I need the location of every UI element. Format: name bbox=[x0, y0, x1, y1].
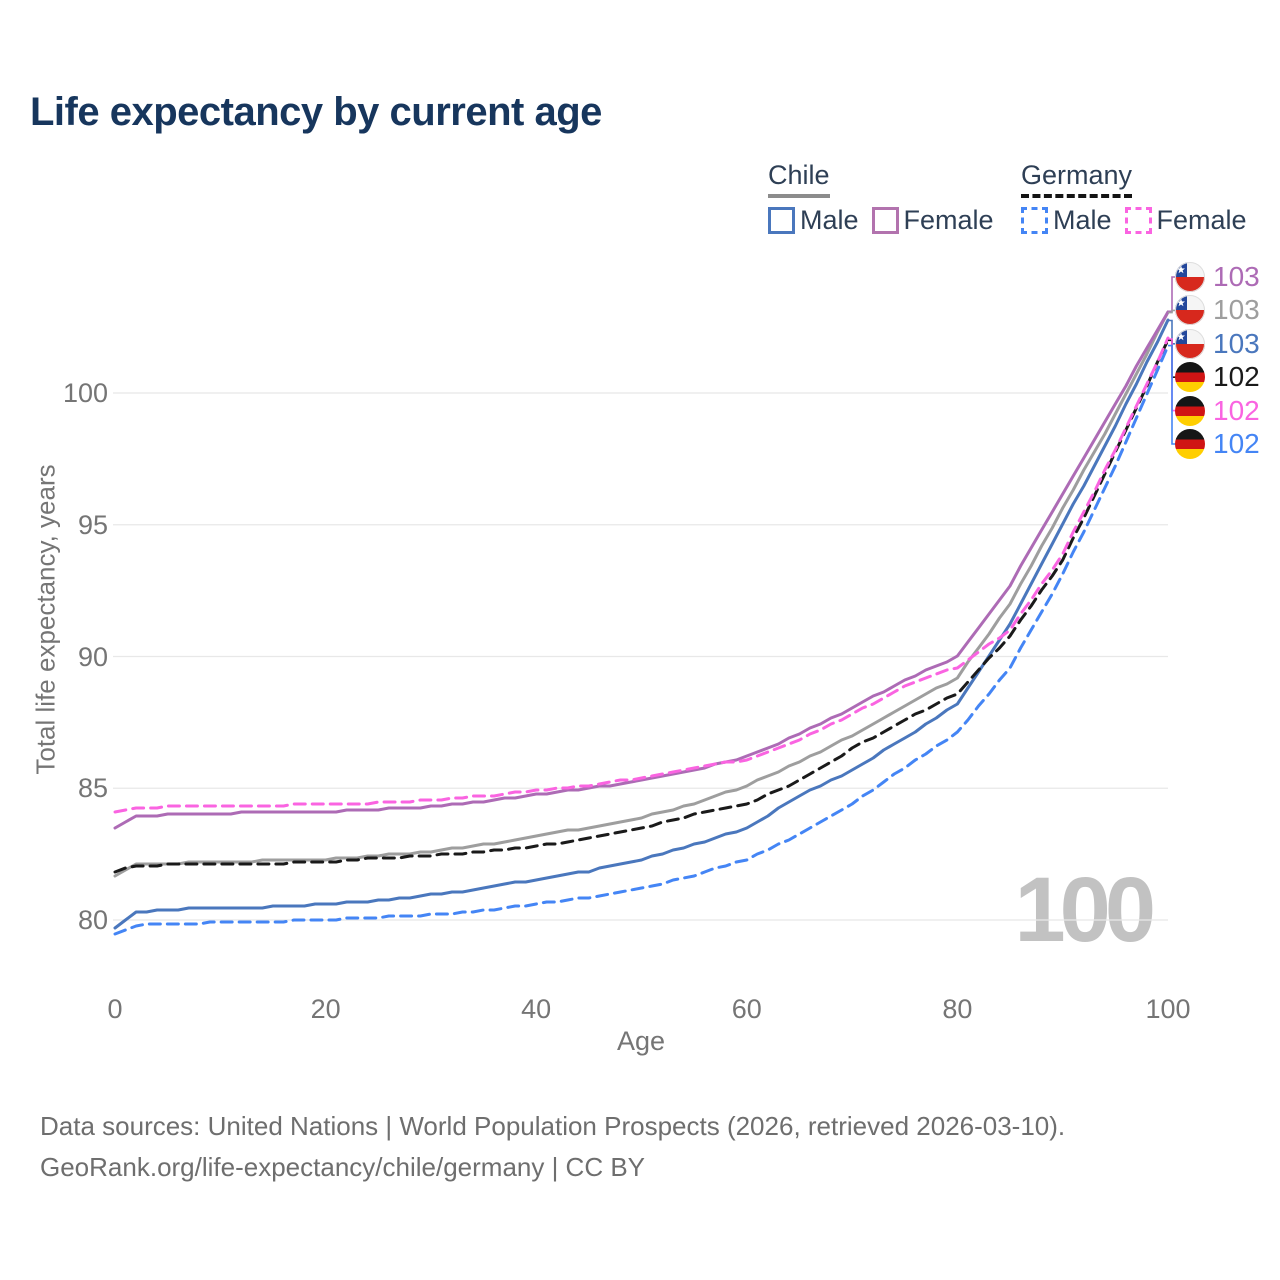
x-tick-label: 60 bbox=[731, 994, 762, 1024]
chile-male-swatch-icon bbox=[768, 207, 795, 234]
y-tick-label: 100 bbox=[62, 378, 108, 408]
x-tick-label: 40 bbox=[521, 994, 552, 1024]
germany-male-swatch-icon bbox=[1021, 207, 1048, 234]
end-value: 102 bbox=[1213, 428, 1260, 459]
hover-age-watermark: 100 bbox=[1014, 859, 1157, 961]
y-tick-label: 90 bbox=[77, 641, 108, 672]
data-source-line: Data sources: United Nations | World Pop… bbox=[40, 1111, 1066, 1141]
legend-item-germany-female[interactable]: Female bbox=[1124, 205, 1247, 235]
legend-item-germany-male[interactable]: Male bbox=[1021, 207, 1112, 234]
legend-country-chile[interactable]: Chile bbox=[768, 160, 830, 198]
leader-line-chile_total bbox=[1168, 309, 1176, 314]
series-line-chile_male bbox=[113, 318, 1170, 930]
end-label-germany_female: 102 bbox=[1175, 394, 1260, 426]
series-line-chile_female bbox=[113, 310, 1170, 830]
chile-flag-icon bbox=[1175, 328, 1205, 359]
germany-flag-icon bbox=[1175, 395, 1205, 426]
end-value: 103 bbox=[1213, 327, 1260, 359]
end-value: 102 bbox=[1213, 361, 1260, 393]
end-label-chile_total: 103 bbox=[1175, 294, 1260, 326]
end-value: 102 bbox=[1213, 394, 1260, 426]
end-value: 103 bbox=[1213, 261, 1260, 292]
legend-item-chile-female[interactable]: Female bbox=[871, 205, 994, 235]
leader-line-germany_male bbox=[1168, 344, 1176, 445]
germany-flag-icon bbox=[1175, 362, 1205, 393]
page-footer: Data sources: United Nations | World Pop… bbox=[40, 1106, 1065, 1188]
series-line-germany_male bbox=[113, 344, 1170, 936]
legend-country-germany[interactable]: Germany bbox=[1021, 160, 1133, 198]
legend-group-germany: Germany Male Female bbox=[1021, 160, 1247, 234]
chile-flag-icon bbox=[1175, 295, 1205, 326]
end-label-chile_male: 103 bbox=[1175, 327, 1260, 359]
legend-label: Female bbox=[1156, 205, 1247, 235]
y-tick-label: 95 bbox=[77, 509, 108, 540]
x-tick-label: 100 bbox=[1145, 994, 1191, 1024]
legend-group-chile: Chile Male Female bbox=[768, 160, 994, 234]
end-label-germany_male: 102 bbox=[1175, 429, 1260, 459]
legend-label: Male bbox=[800, 205, 859, 235]
x-tick-label: 20 bbox=[310, 994, 341, 1024]
x-tick-label: 0 bbox=[107, 994, 123, 1024]
legend-item-chile-male[interactable]: Male bbox=[768, 207, 859, 234]
y-tick-label: 80 bbox=[77, 905, 108, 935]
series-line-germany_total bbox=[113, 338, 1170, 874]
y-tick-label: 85 bbox=[77, 773, 108, 804]
series-line-chile_total bbox=[113, 310, 1170, 878]
germany-female-swatch-icon bbox=[1124, 207, 1152, 234]
end-label-chile_female: 103 bbox=[1175, 262, 1260, 292]
attribution-line: GeoRank.org/life-expectancy/chile/german… bbox=[40, 1152, 646, 1182]
leader-line-chile_female bbox=[1168, 276, 1176, 313]
end-label-germany_total: 102 bbox=[1175, 361, 1260, 393]
series-line-germany_female bbox=[113, 336, 1170, 814]
page-title: Life expectancy by current age bbox=[30, 90, 602, 134]
legend-label: Female bbox=[903, 205, 994, 235]
y-axis-title: Total life expectancy, years bbox=[30, 464, 61, 775]
leader-line-chile_male bbox=[1168, 319, 1176, 345]
x-tick-label: 80 bbox=[942, 994, 973, 1024]
germany-flag-icon bbox=[1175, 429, 1205, 459]
legend-label: Male bbox=[1053, 205, 1112, 235]
chile-flag-icon bbox=[1175, 262, 1205, 292]
x-axis-title: Age bbox=[616, 1026, 666, 1056]
end-value: 103 bbox=[1213, 294, 1260, 326]
chile-female-swatch-icon bbox=[871, 207, 899, 234]
